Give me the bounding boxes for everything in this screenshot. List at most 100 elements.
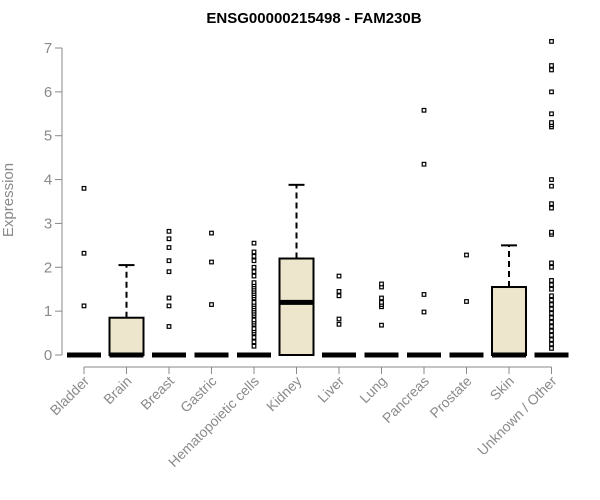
outlier-point	[464, 299, 469, 304]
outlier-point	[251, 299, 257, 305]
outlier-point	[549, 63, 554, 68]
outlier-point	[549, 332, 554, 338]
y-tick-label: 6	[44, 84, 52, 101]
outlier-point	[251, 317, 257, 323]
y-tick-label: 3	[44, 215, 52, 232]
outlier-point	[549, 89, 554, 95]
y-tick-label: 4	[44, 172, 52, 189]
outlier-point	[166, 324, 172, 329]
box-series	[67, 39, 569, 358]
outlier-point	[251, 326, 257, 332]
outlier-point	[549, 328, 554, 334]
y-tick-label: 5	[44, 128, 52, 145]
outlier-point	[549, 39, 554, 44]
outlier-point	[549, 324, 554, 329]
outlier-point	[379, 281, 384, 287]
x-tick-label: Unknown / Other	[474, 373, 560, 459]
y-tick-label: 7	[44, 40, 52, 57]
y-tick-label: 2	[44, 259, 52, 276]
outlier-point	[549, 205, 554, 211]
outlier-point	[549, 229, 554, 235]
outlier-point	[81, 250, 87, 256]
outlier-point	[336, 293, 342, 299]
x-tick-label: Kidney	[263, 373, 305, 415]
outlier-point	[421, 107, 427, 113]
outlier-point	[549, 306, 554, 312]
outlier-point	[549, 315, 554, 321]
box-3	[152, 228, 186, 358]
outlier-point	[464, 252, 469, 258]
outlier-point	[549, 286, 554, 292]
outlier-point	[549, 278, 554, 283]
y-axis: 0 1 2 3 4 5 6 7	[44, 40, 63, 364]
outlier-point	[549, 264, 554, 270]
outlier-point	[336, 273, 342, 279]
chart-title: ENSG00000215498 - FAM230B	[206, 10, 421, 27]
outlier-point	[549, 282, 554, 288]
outlier-point	[336, 316, 342, 322]
outlier-point	[336, 321, 342, 327]
outlier-point	[251, 273, 257, 279]
x-tick-label: Skin	[487, 373, 518, 404]
outlier-point	[549, 341, 554, 347]
box-4	[194, 230, 229, 358]
box-rect	[278, 257, 315, 356]
outlier-point	[549, 67, 554, 73]
outlier-point	[549, 293, 554, 299]
box-6	[278, 183, 315, 356]
outlier-point	[549, 120, 554, 125]
x-tick-label: Bladder	[47, 373, 93, 419]
outlier-point	[379, 299, 384, 305]
outlier-point	[251, 264, 257, 270]
x-tick-label: Prostate	[426, 373, 474, 421]
outlier-point	[421, 309, 427, 315]
outlier-point	[81, 185, 87, 191]
outlier-point	[549, 260, 554, 266]
box-9	[407, 107, 441, 358]
y-axis-label: Expression	[0, 163, 17, 237]
box-11	[491, 244, 527, 358]
outlier-point	[209, 259, 214, 265]
outlier-point	[421, 292, 427, 297]
box-rect	[108, 316, 145, 357]
x-tick-label: Brain	[100, 373, 134, 407]
outlier-point	[166, 236, 172, 242]
box-12	[534, 39, 569, 358]
outlier-point	[421, 161, 427, 167]
x-tick-label: Liver	[314, 373, 347, 406]
box-rect	[491, 286, 527, 356]
outlier-point	[166, 269, 172, 275]
outlier-point	[251, 258, 257, 264]
outlier-point	[166, 258, 172, 264]
outlier-point	[251, 339, 257, 345]
box-5	[237, 240, 271, 358]
x-tick-label: Pancreas	[379, 373, 432, 426]
outlier-point	[336, 289, 342, 294]
outlier-point	[549, 319, 554, 325]
outlier-point	[251, 335, 257, 340]
box-8	[364, 281, 399, 358]
y-tick-label: 1	[44, 303, 52, 320]
x-tick-label: Breast	[137, 373, 177, 413]
outlier-point	[549, 201, 554, 207]
outlier-point	[251, 240, 257, 246]
outlier-point	[251, 253, 257, 259]
outlier-point	[251, 249, 257, 255]
x-tick-label: Lung	[356, 373, 389, 406]
outlier-point	[209, 302, 214, 307]
outlier-point	[549, 111, 554, 117]
outlier-point	[251, 343, 257, 349]
outlier-point	[549, 346, 554, 351]
box-2	[108, 264, 145, 358]
outlier-point	[549, 183, 554, 189]
outlier-point	[251, 269, 257, 275]
outlier-point	[549, 310, 554, 316]
outlier-point	[549, 302, 554, 307]
outlier-point	[379, 322, 384, 328]
outlier-point	[166, 303, 172, 309]
outlier-point	[81, 303, 87, 309]
outlier-point	[549, 177, 554, 182]
outlier-point	[379, 295, 384, 301]
